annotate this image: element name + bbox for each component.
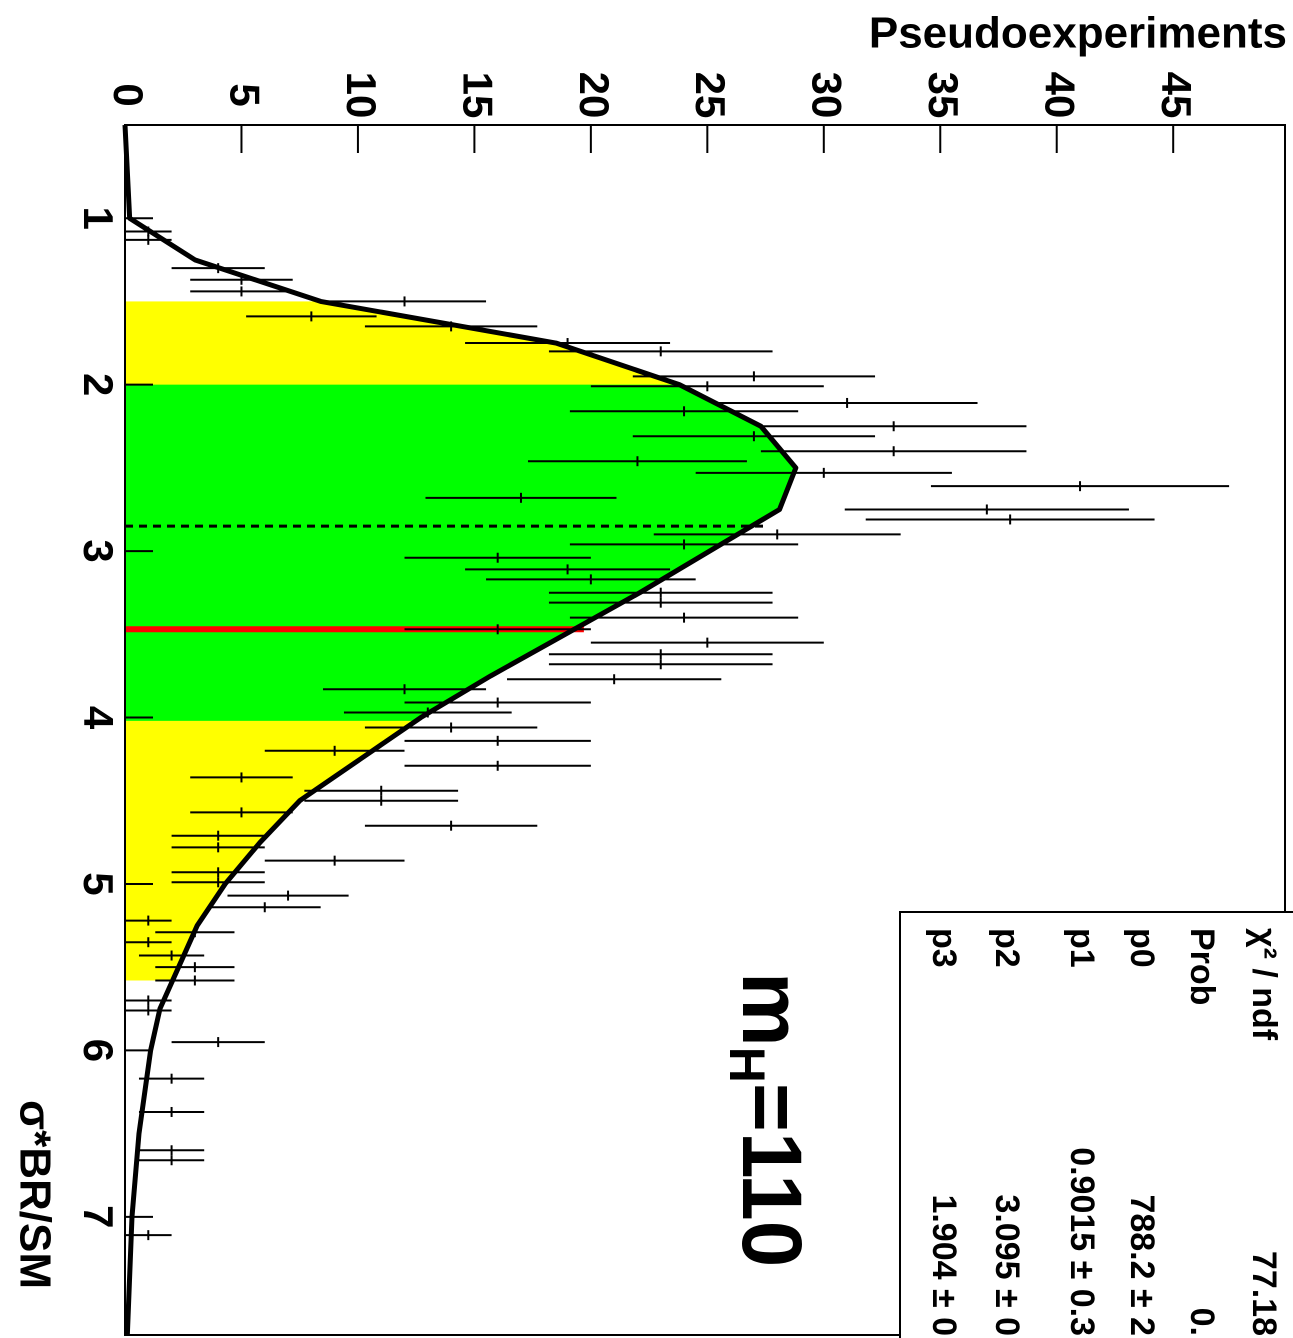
annotation: mH=110 — [719, 972, 819, 1267]
stats-label: p1 — [1063, 928, 1101, 968]
y-tick-label: 40 — [1037, 72, 1084, 119]
y-tick-label: 20 — [571, 72, 618, 119]
annotation-tail: =110 — [725, 1083, 819, 1268]
x-tick-label: 2 — [75, 373, 122, 396]
stats-label: p3 — [925, 928, 963, 968]
stats-value: 0. — [1183, 1308, 1221, 1336]
stats-value: 1.904 ± 0 — [925, 1194, 963, 1336]
fit-curve — [122, 124, 799, 1336]
stats-value: 3.095 ± 0 — [988, 1194, 1026, 1336]
annotation-main: m — [725, 972, 819, 1047]
y-axis-title: Pseudoexperiments — [869, 9, 1287, 58]
y-tick-label: 45 — [1153, 72, 1200, 119]
x-axis-title: σ*BR/SM — [10, 1100, 59, 1289]
y-tick-label: 25 — [687, 72, 734, 119]
y-tick-label: 5 — [221, 83, 268, 106]
stats-box — [899, 911, 1293, 1338]
stats-label: p2 — [988, 928, 1026, 968]
stats-value: 788.2 ± 2 — [1123, 1194, 1161, 1336]
x-tick-label: 7 — [75, 1205, 122, 1228]
y-tick-label: 15 — [454, 72, 501, 119]
stats-label: Prob — [1183, 928, 1221, 1005]
stats-value: 0.9015 ± 0.3 — [1063, 1147, 1101, 1336]
stats-label: χ² / ndf — [1245, 928, 1283, 1041]
y-tick-label: 0 — [105, 83, 152, 106]
x-tick-label: 1 — [75, 207, 122, 230]
plot-frame — [124, 124, 1286, 1336]
x-tick-label: 3 — [75, 539, 122, 562]
x-tick-label: 5 — [75, 872, 122, 895]
annotation-sub: H — [719, 1047, 775, 1083]
y-tick-label: 30 — [804, 72, 851, 119]
x-tick-label: 6 — [75, 1039, 122, 1062]
stats-value: 77.18 — [1245, 1251, 1283, 1336]
y-tick-label: 35 — [920, 72, 967, 119]
y-tick-label: 10 — [338, 72, 385, 119]
x-tick-label: 4 — [75, 706, 122, 730]
stats-label: p0 — [1123, 928, 1161, 968]
